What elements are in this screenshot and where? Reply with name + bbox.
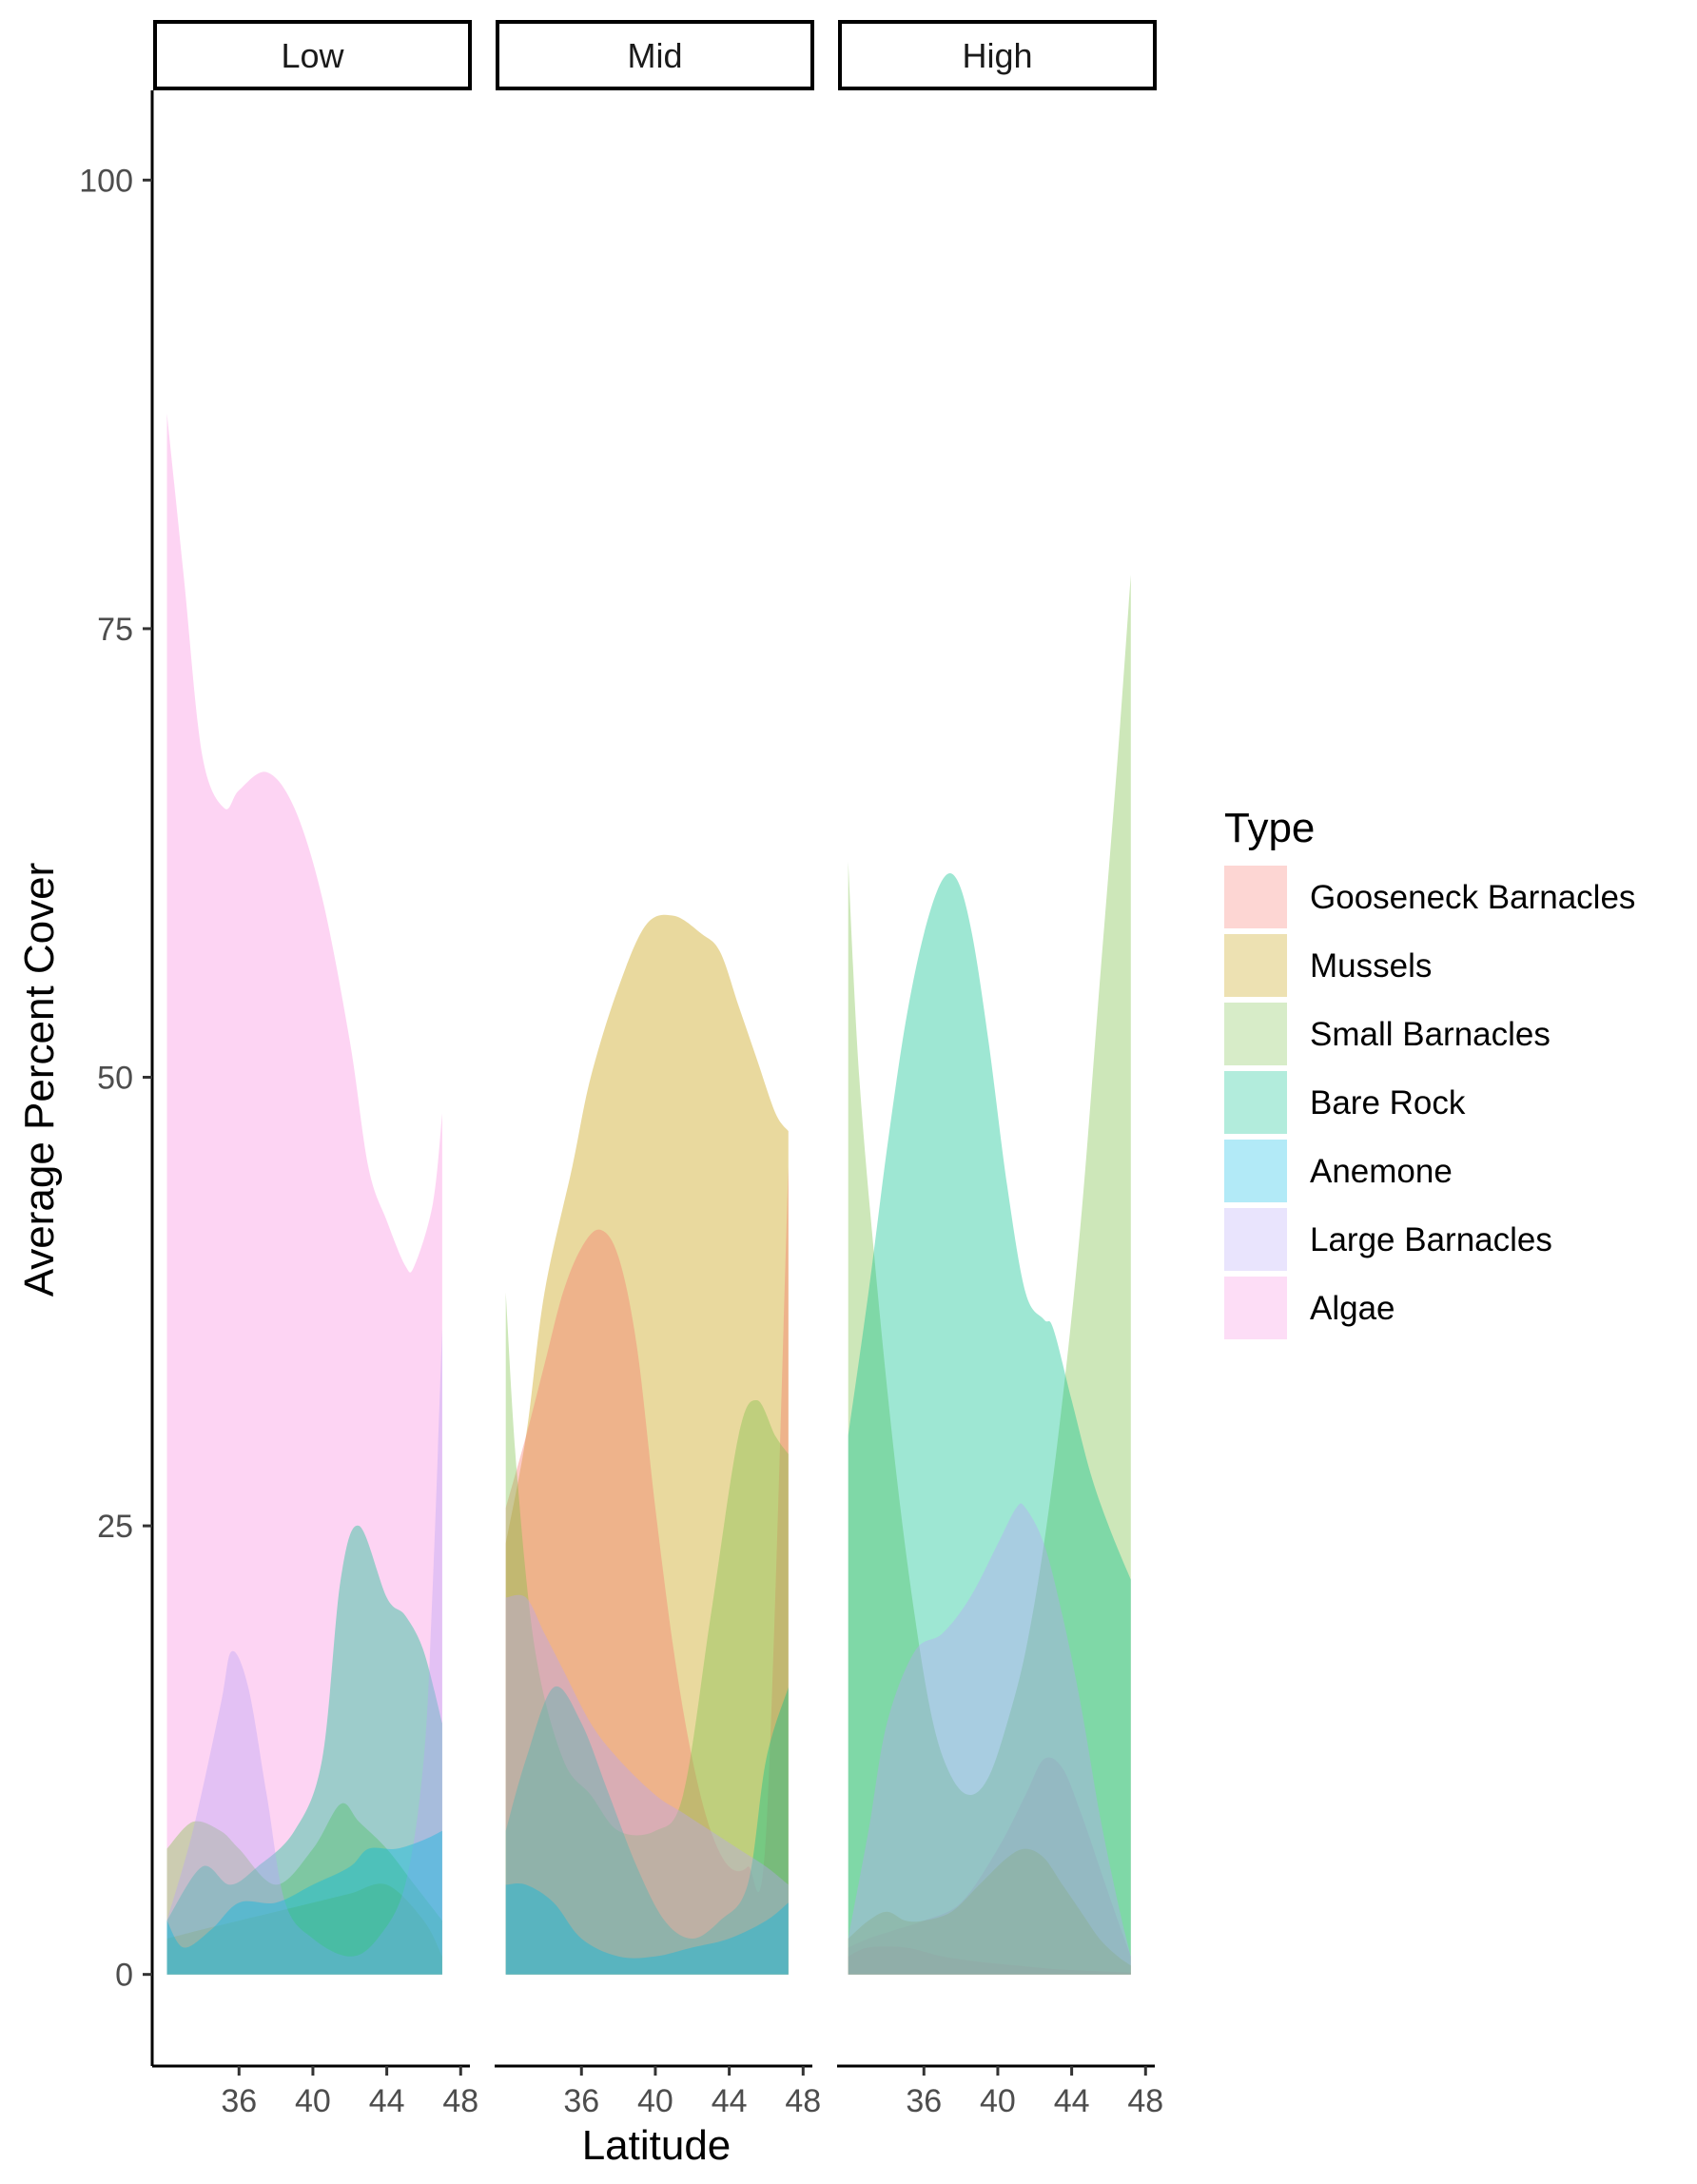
area-mussels [166, 1883, 442, 1975]
legend-label: Small Barnacles [1310, 1016, 1551, 1053]
legend-item: Small Barnacles [1224, 1003, 1551, 1065]
x-tick-label: 36 [221, 2083, 257, 2119]
facet-strip-label: Low [281, 36, 344, 75]
legend-label: Gooseneck Barnacles [1310, 879, 1635, 916]
area-large-barnacles [505, 1594, 789, 1975]
x-tick-label: 40 [637, 2083, 673, 2119]
legend-key [1224, 1003, 1287, 1065]
facet-strip [496, 20, 814, 90]
area-gooseneck-barnacles [505, 1166, 789, 1975]
area-bare-rock [505, 1686, 789, 1975]
area-large-barnacles [848, 1503, 1131, 1975]
x-tick-label: 48 [442, 2083, 478, 2119]
x-tick-label: 40 [980, 2083, 1016, 2119]
legend: Type Gooseneck Barnacles Mussels Small Bar… [1224, 805, 1635, 1339]
legend-key [1224, 1071, 1287, 1134]
legend-items: Gooseneck Barnacles Mussels Small Barnacle… [1224, 866, 1635, 1339]
legend-item: Anemone [1224, 1140, 1453, 1202]
facet-strip [838, 20, 1157, 90]
legend-item: Large Barnacles [1224, 1208, 1552, 1271]
area-mussels [848, 1848, 1131, 1975]
legend-label: Bare Rock [1310, 1084, 1466, 1121]
facet-strip-label: Mid [627, 36, 682, 75]
area-bare-rock [166, 1525, 442, 1975]
area-small-barnacles [848, 575, 1131, 1975]
legend-key [1224, 866, 1287, 928]
facet-strip-label: High [962, 36, 1032, 75]
facet-high: High 36 40 44 48 [837, 20, 1163, 2119]
facet-strip [153, 20, 472, 90]
facet-panels: Low 36 40 44 48 Mid 36 40 44 48 High 36 40 44 48 [152, 20, 1163, 2119]
legend-title: Type [1224, 805, 1315, 851]
x-tick-label: 48 [785, 2083, 821, 2119]
x-tick-label: 44 [369, 2083, 405, 2119]
legend-label: Mussels [1310, 947, 1432, 985]
area-small-barnacles [166, 1803, 442, 1975]
area-gooseneck-barnacles [848, 1946, 1131, 1975]
legend-key [1224, 1208, 1287, 1271]
x-tick-label: 36 [906, 2083, 942, 2119]
x-tick-label: 44 [712, 2083, 748, 2119]
facet-low: Low 36 40 44 48 [152, 20, 478, 2119]
y-tick-label: 50 [97, 1061, 133, 1097]
area-mussels [505, 914, 789, 1975]
x-tick-label: 44 [1054, 2083, 1090, 2119]
area-algae [166, 413, 442, 1975]
legend-key [1224, 934, 1287, 997]
legend-label: Algae [1310, 1290, 1395, 1327]
area-bare-rock [848, 872, 1131, 1975]
legend-item: Mussels [1224, 934, 1432, 997]
legend-label: Large Barnacles [1310, 1221, 1552, 1258]
area-algae [848, 1757, 1131, 1975]
legend-item: Algae [1224, 1277, 1395, 1339]
y-tick-label: 25 [97, 1509, 133, 1545]
area-small-barnacles [505, 1292, 789, 1975]
y-axis: 0 25 50 75 100 [79, 90, 154, 2066]
y-tick-label: 75 [97, 612, 133, 648]
y-tick-label: 0 [115, 1958, 133, 1994]
x-tick-label: 36 [563, 2083, 599, 2119]
y-axis-title: Average Percent Cover [16, 863, 63, 1297]
facet-mid: Mid 36 40 44 48 [495, 20, 821, 2119]
area-anemone [505, 1882, 789, 1975]
y-tick-label: 100 [79, 163, 133, 199]
x-tick-label: 48 [1127, 2083, 1163, 2119]
legend-item: Gooseneck Barnacles [1224, 866, 1635, 928]
x-tick-label: 40 [295, 2083, 331, 2119]
legend-item: Bare Rock [1224, 1071, 1466, 1134]
x-axis-title: Latitude [582, 2122, 731, 2169]
area-anemone [166, 1830, 442, 1975]
area-large-barnacles [166, 1328, 442, 1975]
legend-label: Anemone [1310, 1153, 1453, 1190]
legend-key [1224, 1277, 1287, 1339]
legend-key [1224, 1140, 1287, 1202]
